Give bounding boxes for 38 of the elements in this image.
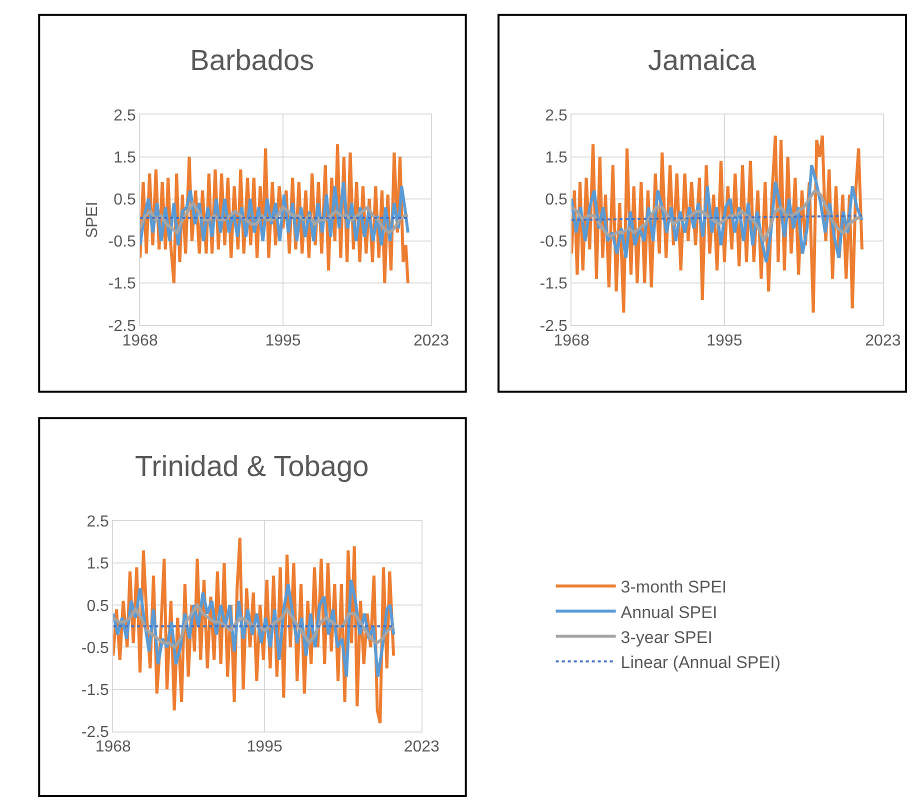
line-series	[572, 188, 864, 242]
y-tick-label: 2.5	[86, 514, 110, 531]
y-tick-label: -2.5	[81, 724, 110, 742]
y-tick-label: 0.5	[114, 191, 136, 208]
y-tick-label: -1.5	[81, 682, 110, 699]
legend-label: 3-month SPEI	[620, 578, 727, 597]
y-tick-label: -2.5	[108, 318, 136, 335]
x-tick-label: 1995	[265, 332, 301, 350]
y-tick-label: 2.5	[114, 107, 136, 124]
y-tick-label: -2.5	[540, 318, 568, 335]
x-tick-label: 2023	[404, 738, 440, 756]
y-tick-label: -1.5	[540, 276, 568, 293]
x-tick-label: 1995	[706, 332, 742, 350]
y-tick-label: -0.5	[540, 234, 568, 251]
x-tick-label: 1968	[95, 738, 132, 756]
y-tick-label: 1.5	[86, 556, 110, 573]
y-tick-label: 0.5	[86, 598, 110, 615]
x-tick-label: 1968	[554, 332, 590, 350]
chart-title: Trinidad & Tobago	[135, 451, 369, 483]
x-tick-label: 1968	[122, 332, 158, 350]
line-series	[140, 202, 410, 234]
x-tick-label: 2023	[413, 332, 450, 350]
y-tick-label: 0.5	[545, 191, 568, 208]
y-tick-label: 1.5	[114, 149, 136, 166]
legend-label: Linear (Annual SPEI)	[620, 652, 781, 672]
y-axis-title: SPEI	[84, 202, 102, 238]
legend-label: 3-year SPEI	[620, 628, 712, 647]
line-series	[113, 604, 396, 649]
y-tick-label: 2.5	[545, 107, 568, 124]
y-tick-label: 1.5	[545, 149, 568, 166]
chart-title: Barbados	[190, 45, 314, 77]
legend-label: Annual SPEI	[620, 602, 718, 622]
y-tick-label: -0.5	[81, 640, 110, 657]
x-tick-label: 2023	[865, 332, 901, 350]
chart-title: Jamaica	[648, 45, 757, 77]
y-tick-label: -0.5	[108, 234, 136, 251]
y-tick-label: -1.5	[108, 276, 136, 293]
x-tick-label: 1995	[246, 738, 282, 756]
